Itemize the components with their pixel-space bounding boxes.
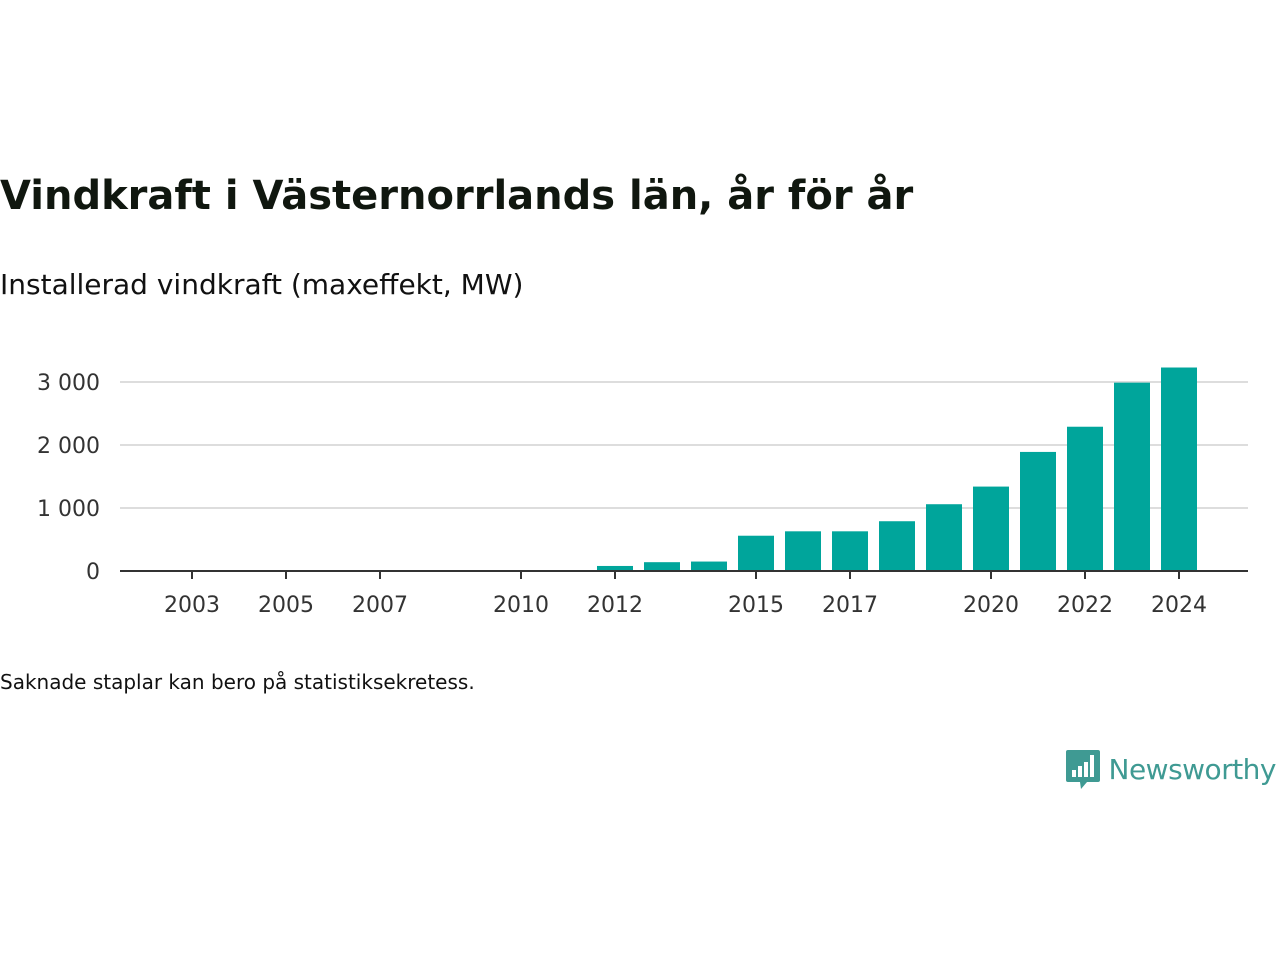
y-tick-label: 1 000 (37, 497, 100, 522)
x-tick-label: 2005 (258, 593, 314, 618)
bar-2016 (785, 531, 821, 571)
x-tick-label: 2017 (822, 593, 878, 618)
bar-2013 (644, 562, 680, 571)
bar-2023 (1114, 382, 1150, 571)
x-tick-label: 2022 (1057, 593, 1113, 618)
bar-2022 (1067, 426, 1103, 571)
bar-2015 (738, 535, 774, 571)
bar-chart: 0 1 000 2 000 3 000 2003 2005 2007 2010 2012 2015… (0, 340, 1280, 640)
x-tick-label: 2007 (352, 593, 408, 618)
bar-2017 (832, 531, 868, 571)
bar-chart-speech-bubble-icon (1065, 750, 1100, 789)
bar-2021 (1020, 451, 1056, 571)
bar-2018 (879, 521, 915, 571)
chart-svg: 0 1 000 2 000 3 000 2003 2005 2007 2010 2012 2015… (37, 367, 1248, 618)
y-tick-label: 0 (86, 560, 100, 585)
x-tick-label: 2020 (963, 593, 1019, 618)
bar-2020 (973, 486, 1009, 571)
x-tick-label: 2012 (587, 593, 643, 618)
bar-2024 (1161, 367, 1197, 571)
bar-2012 (597, 565, 633, 571)
brand-name: Newsworthy (1108, 752, 1277, 786)
x-tick-label: 2010 (493, 593, 549, 618)
footnote: Saknade staplar kan bero på statistiksek… (0, 670, 475, 694)
x-tick-label: 2015 (728, 593, 784, 618)
brand-logo: Newsworthy (1065, 748, 1277, 790)
y-tick-label: 3 000 (37, 371, 100, 396)
chart-subtitle: Installerad vindkraft (maxeffekt, MW) (0, 268, 524, 301)
x-tick-label: 2003 (164, 593, 220, 618)
y-tick-label: 2 000 (37, 434, 100, 459)
chart-title: Vindkraft i Västernorrlands län, år för … (0, 173, 914, 219)
bar-2019 (926, 504, 962, 571)
bar-2014 (691, 561, 727, 571)
x-tick-label: 2024 (1151, 593, 1207, 618)
